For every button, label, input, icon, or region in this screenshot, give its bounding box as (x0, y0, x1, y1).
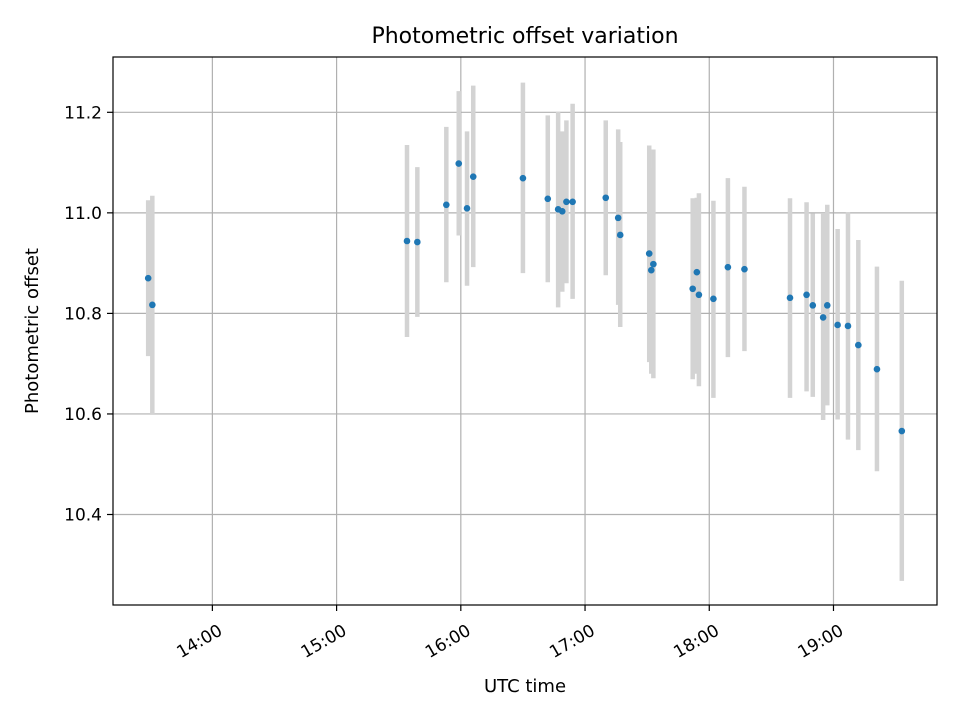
data-point (650, 260, 657, 268)
data-point (724, 263, 732, 271)
data-point (741, 265, 748, 273)
data-point (844, 322, 852, 330)
data-point (544, 195, 552, 203)
data-point (809, 302, 817, 309)
data-point (616, 231, 624, 239)
data-point (558, 208, 566, 215)
data-point (563, 198, 570, 206)
y-tick-label: 11.0 (64, 204, 102, 224)
data-point (710, 295, 717, 303)
data-point (689, 285, 696, 293)
data-point (855, 341, 862, 349)
data-point (819, 314, 827, 321)
data-point (469, 173, 477, 180)
data-point (645, 250, 653, 257)
data-point (602, 194, 610, 202)
chart-title: Photometric offset variation (371, 24, 678, 49)
data-point (144, 274, 152, 282)
data-point (519, 174, 527, 182)
data-point (403, 237, 411, 245)
data-point (823, 302, 831, 309)
data-point (443, 201, 450, 209)
data-point (614, 214, 622, 222)
data-point (873, 365, 881, 373)
data-point (569, 198, 576, 206)
data-point (695, 291, 703, 299)
x-axis-label: UTC time (484, 676, 566, 697)
data-point (149, 301, 156, 309)
data-point (414, 238, 421, 246)
data-point (803, 291, 810, 299)
data-point (834, 321, 841, 329)
y-axis-label: Photometric offset (22, 248, 43, 414)
plot-frame (112, 56, 938, 606)
y-tick-label: 11.2 (64, 103, 102, 123)
data-points (144, 160, 906, 435)
data-point (786, 294, 794, 302)
data-point (647, 266, 655, 274)
y-tick-label: 10.6 (64, 405, 102, 425)
data-point (455, 160, 463, 167)
y-tick-label: 10.4 (64, 506, 102, 526)
data-point (463, 205, 471, 212)
y-tick-label: 10.8 (64, 304, 102, 324)
data-point (693, 268, 701, 276)
data-point (898, 427, 906, 435)
